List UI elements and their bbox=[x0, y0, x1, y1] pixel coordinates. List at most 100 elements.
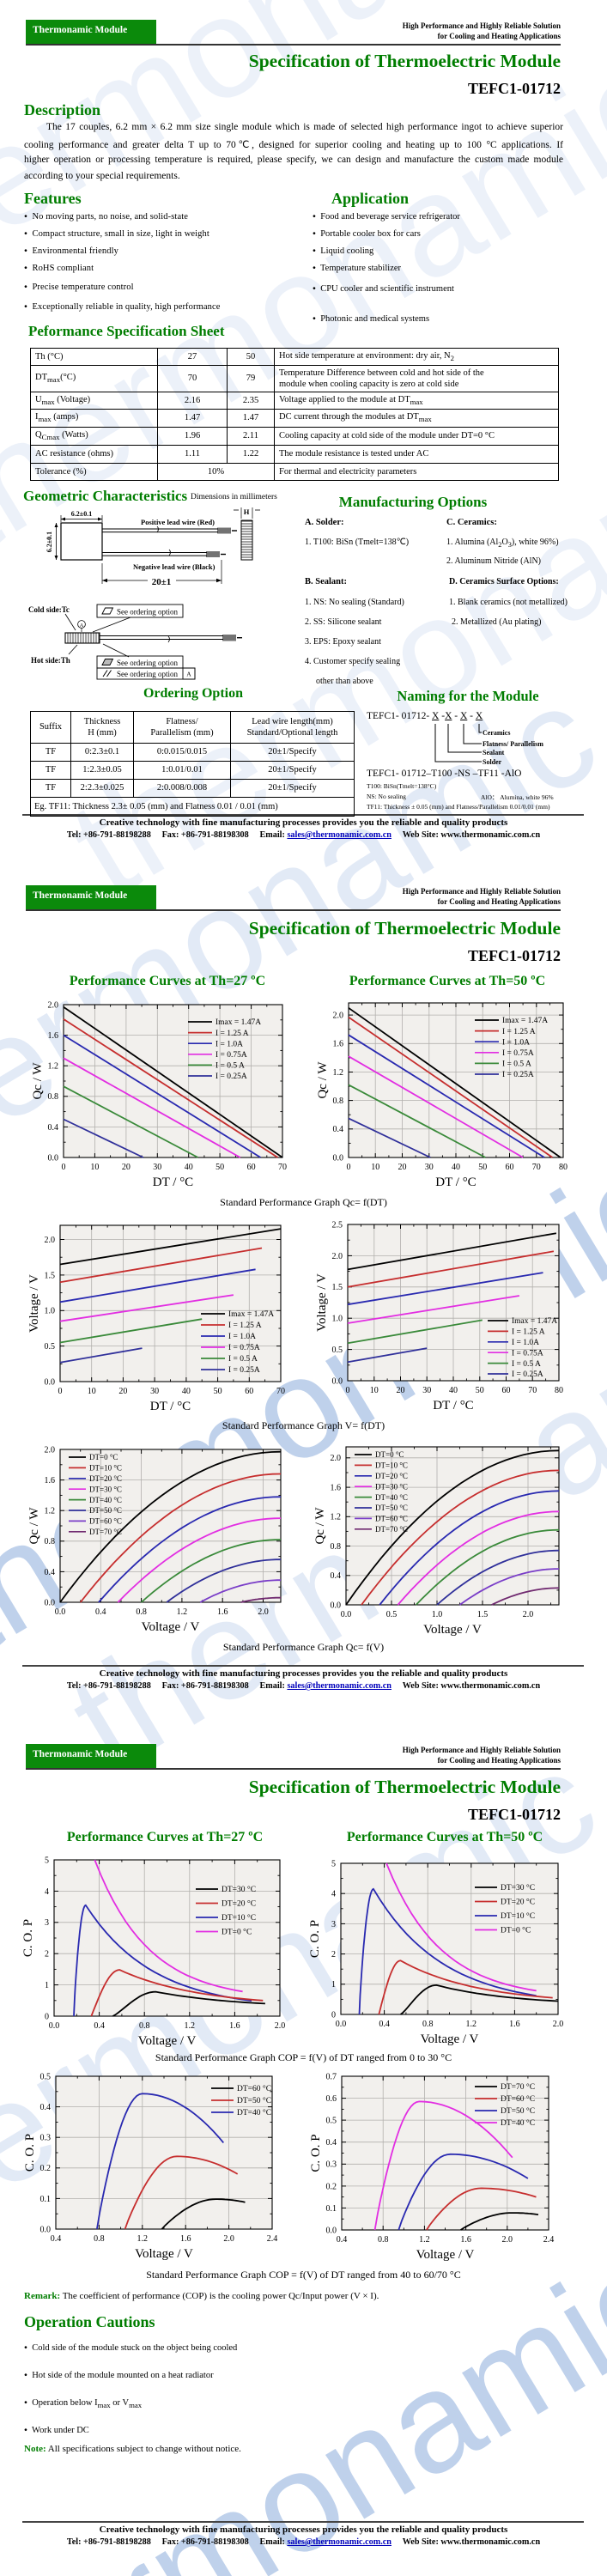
svg-text:30: 30 bbox=[150, 1387, 159, 1396]
svg-text:2.5: 2.5 bbox=[332, 1220, 343, 1230]
svg-text:Positive lead wire (Red): Positive lead wire (Red) bbox=[141, 518, 215, 526]
svg-text:2.0: 2.0 bbox=[502, 2235, 513, 2245]
svg-text:0.0: 0.0 bbox=[341, 1610, 352, 1619]
svg-text:I = 1.25 A: I = 1.25 A bbox=[215, 1030, 249, 1038]
svg-text:I = 0.75A: I = 0.75A bbox=[512, 1349, 543, 1358]
svg-text:40: 40 bbox=[452, 1163, 460, 1172]
svg-text:DT=60 °C: DT=60 °C bbox=[89, 1517, 122, 1526]
svg-text:I = 0.5 A: I = 0.5 A bbox=[502, 1060, 531, 1069]
svg-text:0.5: 0.5 bbox=[386, 1610, 398, 1619]
svg-text:DT=20 °C: DT=20 °C bbox=[89, 1474, 122, 1483]
svg-text:80: 80 bbox=[559, 1163, 568, 1172]
svg-text:0.8: 0.8 bbox=[378, 2235, 389, 2245]
svg-text:Voltage / V: Voltage / V bbox=[142, 1620, 200, 1634]
svg-text:0.0: 0.0 bbox=[48, 1153, 59, 1163]
svg-text:1.2: 1.2 bbox=[177, 1607, 188, 1617]
svg-text:80: 80 bbox=[555, 1386, 563, 1395]
svg-text:DT=10 °C: DT=10 °C bbox=[222, 1913, 256, 1923]
svg-text:1.0: 1.0 bbox=[432, 1610, 443, 1619]
svg-text:I = 1.0A: I = 1.0A bbox=[502, 1038, 530, 1047]
svg-text:0.5: 0.5 bbox=[332, 1346, 343, 1355]
svg-text:5: 5 bbox=[45, 1856, 49, 1865]
svg-text:Imax = 1.47A: Imax = 1.47A bbox=[215, 1018, 261, 1027]
svg-text:0.0: 0.0 bbox=[45, 1377, 56, 1387]
svg-text:Voltage / V: Voltage / V bbox=[315, 1273, 329, 1332]
svg-text:Imax = 1.47A: Imax = 1.47A bbox=[512, 1317, 557, 1326]
svg-text:70: 70 bbox=[528, 1386, 537, 1395]
svg-text:3: 3 bbox=[331, 1920, 336, 1929]
svg-text:2.4: 2.4 bbox=[267, 2234, 278, 2244]
svg-text:I = 1.25 A: I = 1.25 A bbox=[512, 1328, 545, 1337]
svg-text:0.8: 0.8 bbox=[45, 1537, 56, 1546]
svg-text:Voltage / V: Voltage / V bbox=[138, 2034, 197, 2048]
svg-text:70: 70 bbox=[278, 1163, 287, 1172]
svg-text:DT=60 °C: DT=60 °C bbox=[375, 1515, 408, 1523]
svg-text:Cold side:Tc: Cold side:Tc bbox=[28, 605, 70, 614]
svg-text:I = 1.0A: I = 1.0A bbox=[215, 1040, 243, 1048]
svg-text:Qc / W: Qc / W bbox=[313, 1507, 327, 1545]
svg-text:DT=50 °C: DT=50 °C bbox=[89, 1506, 122, 1515]
svg-text:0.0: 0.0 bbox=[55, 1607, 66, 1617]
svg-text:1.6: 1.6 bbox=[331, 1484, 342, 1493]
svg-text:DT / °C: DT / °C bbox=[153, 1176, 193, 1189]
svg-text:1.2: 1.2 bbox=[185, 2021, 196, 2031]
svg-text:0.8: 0.8 bbox=[333, 1097, 344, 1106]
svg-text:2.0: 2.0 bbox=[48, 1000, 59, 1010]
svg-text:1.5: 1.5 bbox=[332, 1283, 343, 1292]
svg-text:0.3: 0.3 bbox=[40, 2134, 52, 2143]
svg-text:1.6: 1.6 bbox=[48, 1031, 59, 1041]
svg-text:0.0: 0.0 bbox=[326, 2226, 337, 2235]
svg-text:DT=70 °C: DT=70 °C bbox=[375, 1525, 408, 1534]
svg-text:Imax = 1.47A: Imax = 1.47A bbox=[228, 1310, 274, 1319]
svg-text:DT=70 °C: DT=70 °C bbox=[501, 2082, 535, 2092]
svg-text:0.0: 0.0 bbox=[49, 2021, 60, 2031]
svg-text:I = 1.0A: I = 1.0A bbox=[228, 1333, 256, 1341]
svg-text:0.4: 0.4 bbox=[40, 2103, 52, 2112]
svg-text:2: 2 bbox=[331, 1950, 336, 1959]
svg-text:0.4: 0.4 bbox=[51, 2234, 62, 2244]
svg-text:See ordering option: See ordering option bbox=[117, 670, 178, 678]
svg-text:Voltage / V: Voltage / V bbox=[421, 2032, 479, 2046]
svg-text:DT=60 °C: DT=60 °C bbox=[501, 2094, 535, 2104]
svg-text:0.4: 0.4 bbox=[331, 1571, 342, 1581]
svg-text:1.6: 1.6 bbox=[460, 2235, 471, 2245]
svg-text:1.6: 1.6 bbox=[180, 2234, 191, 2244]
svg-text:70: 70 bbox=[276, 1387, 285, 1396]
svg-text:0: 0 bbox=[62, 1163, 66, 1172]
svg-text:A: A bbox=[80, 623, 84, 629]
svg-text:1.2: 1.2 bbox=[137, 2234, 149, 2244]
svg-text:2.0: 2.0 bbox=[258, 1607, 269, 1617]
svg-text:C. O. P: C. O. P bbox=[309, 2134, 323, 2172]
svg-text:1.6: 1.6 bbox=[333, 1040, 344, 1049]
svg-text:DT / °C: DT / °C bbox=[433, 1399, 473, 1413]
svg-text:10: 10 bbox=[371, 1163, 379, 1172]
svg-text:I = 0.75A: I = 0.75A bbox=[502, 1049, 534, 1058]
svg-text:1.6: 1.6 bbox=[45, 1476, 56, 1485]
svg-text:40: 40 bbox=[185, 1163, 193, 1172]
svg-text:DT=40 °C: DT=40 °C bbox=[237, 2108, 271, 2117]
svg-text:Qc / W: Qc / W bbox=[316, 1061, 330, 1099]
svg-text:0.2: 0.2 bbox=[326, 2182, 337, 2191]
svg-text:1.5: 1.5 bbox=[45, 1271, 56, 1280]
svg-text:40: 40 bbox=[449, 1386, 458, 1395]
svg-text:DT=10 °C: DT=10 °C bbox=[89, 1464, 122, 1473]
svg-text:DT=30 °C: DT=30 °C bbox=[89, 1485, 122, 1493]
svg-text:10: 10 bbox=[88, 1387, 96, 1396]
svg-text:5: 5 bbox=[331, 1859, 336, 1868]
svg-text:1.2: 1.2 bbox=[48, 1062, 59, 1072]
svg-text:2.0: 2.0 bbox=[275, 2021, 286, 2031]
svg-text:2: 2 bbox=[45, 1950, 49, 1959]
svg-text:I = 1.25 A: I = 1.25 A bbox=[502, 1028, 536, 1036]
svg-text:0.4: 0.4 bbox=[94, 2021, 105, 2031]
svg-text:2.0: 2.0 bbox=[45, 1445, 56, 1455]
svg-text:DT=0 °C: DT=0 °C bbox=[501, 1926, 531, 1935]
svg-text:DT=30 °C: DT=30 °C bbox=[375, 1482, 408, 1491]
svg-text:10: 10 bbox=[90, 1163, 99, 1172]
svg-text:I = 0.5 A: I = 0.5 A bbox=[228, 1355, 258, 1364]
svg-text:DT=60 °C: DT=60 °C bbox=[237, 2084, 271, 2093]
svg-text:1.0: 1.0 bbox=[45, 1307, 56, 1316]
svg-text:4: 4 bbox=[331, 1890, 336, 1899]
svg-text:3: 3 bbox=[45, 1918, 49, 1928]
svg-text:30: 30 bbox=[425, 1163, 434, 1172]
svg-text:1.6: 1.6 bbox=[509, 2020, 520, 2029]
